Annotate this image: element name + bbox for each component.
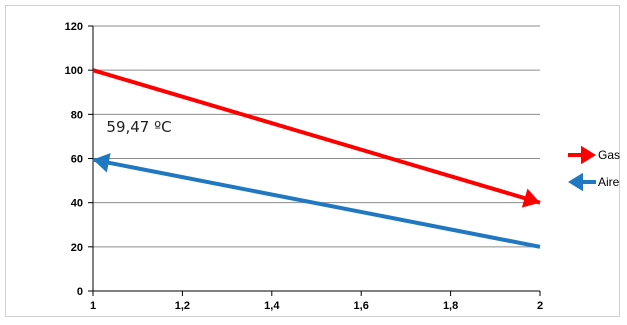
x-axis-ticks: 1 1,2 1,4 1,6 1,8 2 xyxy=(90,291,543,312)
series-line-aire xyxy=(92,157,541,249)
x-tick-label: 1 xyxy=(90,300,96,312)
x-tick-label: 1,2 xyxy=(175,300,190,312)
series-lines xyxy=(92,68,541,249)
series-arrowhead-gas xyxy=(521,188,540,208)
legend: Gas Aire xyxy=(568,145,620,192)
legend-label-gas: Gas xyxy=(598,148,620,162)
y-tick-label: 60 xyxy=(71,154,83,166)
series-arrowhead-aire xyxy=(93,152,111,173)
y-tick-label: 40 xyxy=(71,198,83,210)
x-tick-label: 1,4 xyxy=(264,300,280,312)
x-tick-label: 2 xyxy=(537,300,543,312)
y-tick-label: 0 xyxy=(77,286,83,298)
legend-arrow-gas xyxy=(581,145,596,165)
y-axis-ticks: 0 20 40 60 80 100 120 xyxy=(65,21,93,298)
y-tick-label: 80 xyxy=(71,109,83,121)
legend-arrow-aire xyxy=(568,172,583,192)
y-tick-label: 20 xyxy=(71,242,83,254)
x-tick-label: 1,6 xyxy=(354,300,369,312)
y-tick-label: 120 xyxy=(65,21,83,33)
annotation-label: 59,47 ºC xyxy=(106,118,171,136)
gridlines xyxy=(93,25,540,292)
annotations: 59,47 ºC xyxy=(106,118,171,136)
x-tick-label: 1,8 xyxy=(443,300,458,312)
series-line-gas xyxy=(92,68,541,205)
legend-label-aire: Aire xyxy=(598,175,620,189)
y-tick-label: 100 xyxy=(65,65,83,77)
